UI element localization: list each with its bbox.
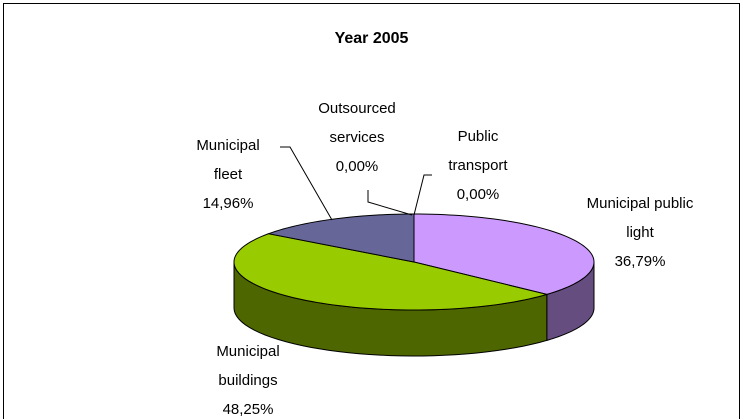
data-label: Municipal fleet 14,96%	[183, 131, 273, 218]
leader-line	[367, 190, 413, 216]
pie-slice	[233, 233, 549, 311]
value-label: 48,25%	[222, 401, 274, 418]
chart-title: Year 2005	[334, 30, 409, 47]
value-label: 36,79%	[614, 253, 666, 270]
data-label: Municipal buildings 48,25%	[198, 337, 298, 419]
value-label: 0,00%	[335, 158, 379, 175]
leader-line	[413, 174, 432, 216]
leader-line	[280, 146, 333, 221]
pie	[233, 213, 595, 357]
value-label: 0,00%	[456, 186, 500, 203]
category-label: Municipal public light	[586, 195, 694, 241]
pie-slice	[413, 213, 595, 295]
category-label: Municipal buildings	[216, 343, 280, 389]
data-label: Public transport 0,00%	[438, 122, 518, 209]
category-label: Municipal fleet	[196, 137, 260, 183]
leader-lines	[280, 146, 432, 221]
pie-slice	[266, 213, 415, 263]
data-label: Municipal public light 36,79%	[583, 189, 698, 276]
data-label: Outsourced services 0,00%	[307, 94, 407, 181]
category-label: Outsourced services	[318, 100, 396, 146]
category-label: Public transport	[448, 128, 508, 174]
value-label: 14,96%	[202, 195, 254, 212]
